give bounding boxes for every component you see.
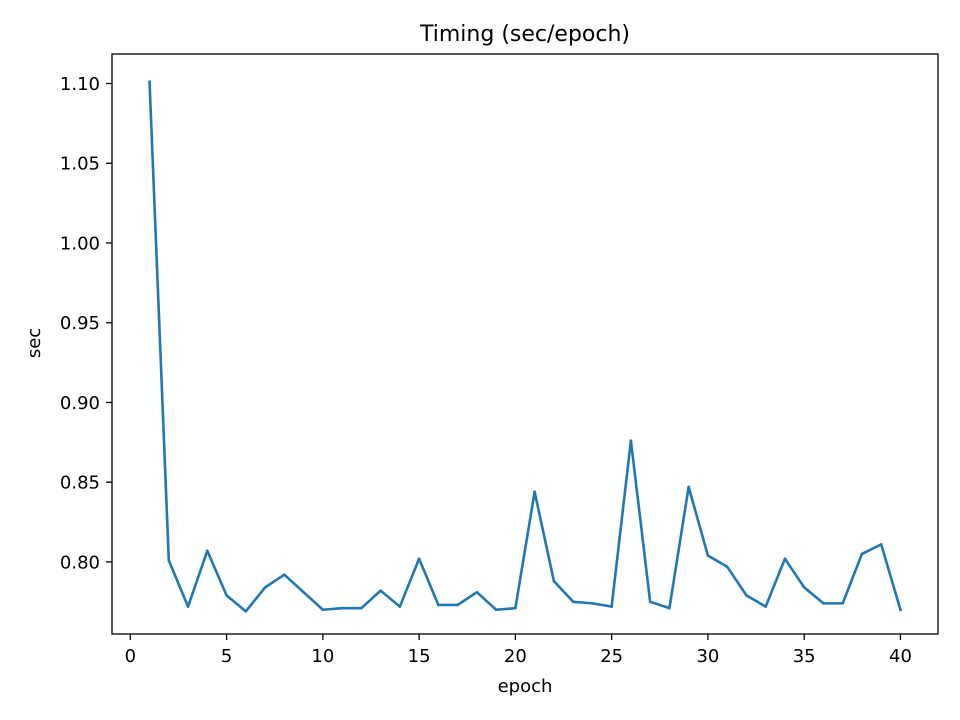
data-point	[745, 594, 748, 597]
data-point	[822, 602, 825, 605]
y-tick-label: 1.10	[60, 74, 100, 95]
x-tick-label: 40	[889, 646, 912, 667]
data-point	[475, 590, 479, 594]
series-line-0	[148, 80, 903, 613]
data-point	[841, 602, 844, 605]
data-point	[283, 573, 286, 576]
x-tick-label: 10	[311, 646, 334, 667]
data-point	[379, 589, 382, 592]
data-point	[764, 605, 767, 608]
data-point	[302, 590, 305, 594]
data-point	[571, 600, 575, 604]
chart-title: Timing (sec/epoch)	[419, 22, 630, 47]
data-point	[225, 594, 228, 597]
y-axis-title: sec	[24, 328, 45, 358]
data-point	[687, 485, 690, 489]
x-tick-label: 30	[696, 646, 719, 667]
x-tick-label: 25	[600, 646, 623, 667]
data-point	[360, 606, 363, 610]
y-tick-label: 1.00	[60, 233, 100, 254]
x-axis-title: epoch	[498, 676, 553, 697]
y-tick-label: 1.05	[60, 154, 100, 175]
data-point	[186, 605, 190, 608]
data-point	[783, 557, 787, 561]
data-point	[879, 543, 883, 546]
x-tick-label: 35	[793, 646, 816, 667]
x-tick-label: 15	[408, 646, 431, 667]
data-point	[533, 490, 536, 494]
y-tick-label: 0.90	[60, 393, 100, 414]
y-tick-label: 0.80	[60, 552, 100, 573]
data-point	[244, 610, 248, 613]
data-point	[802, 586, 806, 589]
plot-area: 0 5 10 15 20 25 30 35 40 0.80 0.85 0.90 0.95 1.00 1.05…	[60, 53, 939, 667]
data-point	[514, 606, 517, 610]
data-point	[725, 565, 729, 568]
data-point	[398, 605, 402, 608]
data-point	[706, 554, 710, 557]
y-tick-label: 0.85	[60, 473, 100, 494]
data-point	[629, 439, 633, 443]
data-point	[340, 606, 344, 610]
data-point	[860, 552, 864, 556]
data-point	[263, 586, 267, 589]
data-point	[437, 603, 440, 607]
data-point	[148, 80, 151, 84]
axes-frame	[111, 53, 939, 635]
data-point	[494, 608, 498, 612]
data-point	[610, 605, 613, 608]
y-tick-label: 0.95	[60, 313, 100, 334]
data-point	[206, 549, 209, 553]
data-point	[552, 579, 556, 583]
data-point	[167, 559, 171, 562]
data-point	[417, 557, 421, 561]
x-tick-label: 20	[504, 646, 527, 667]
data-point	[648, 600, 652, 604]
x-tick-label: 0	[125, 646, 136, 667]
data-point	[668, 606, 671, 610]
data-point	[456, 603, 459, 607]
data-point	[591, 602, 594, 605]
x-tick-label: 5	[221, 646, 232, 667]
data-point	[899, 608, 902, 612]
data-point	[321, 608, 325, 612]
